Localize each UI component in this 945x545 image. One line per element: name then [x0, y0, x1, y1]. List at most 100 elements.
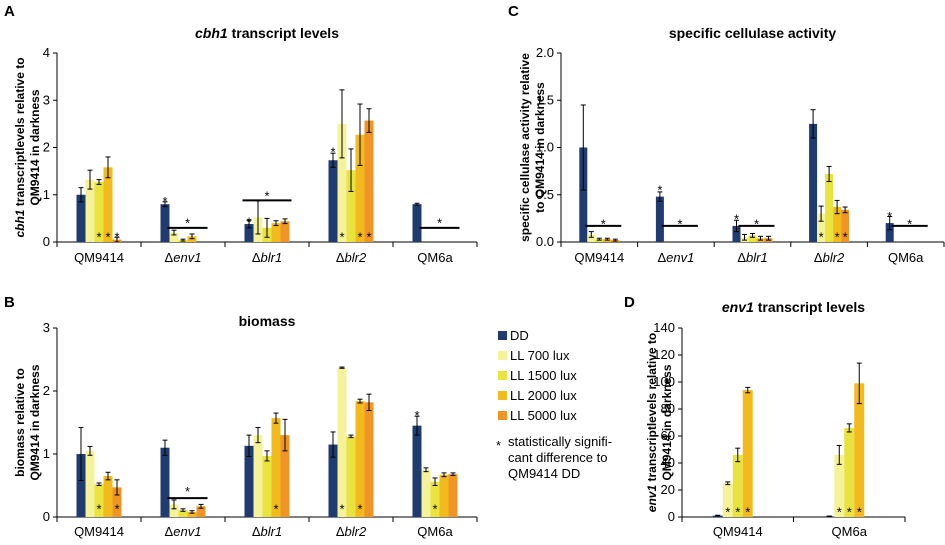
text-span: Δ — [252, 524, 261, 539]
text-span: env1 — [666, 250, 694, 265]
category-label: Δblr2 — [336, 250, 367, 265]
category-label: QM9414 — [713, 524, 763, 539]
y-tick-label: 1 — [43, 446, 50, 461]
text-span: specific cellulase activity — [669, 25, 837, 41]
significance-star: * — [857, 505, 862, 520]
significance-star: * — [96, 501, 101, 516]
text-span: env1 — [722, 299, 754, 315]
bar — [346, 170, 356, 242]
bar — [825, 173, 834, 242]
bar — [112, 487, 122, 517]
significance-star: * — [819, 230, 824, 245]
bar — [271, 418, 281, 517]
bar — [742, 390, 753, 517]
bar — [280, 435, 290, 517]
significance-star: * — [847, 505, 852, 520]
significance-star: * — [366, 230, 371, 245]
text-span: QM9414 — [713, 524, 763, 539]
legend-entry: LL 2000 lux — [510, 388, 577, 403]
legend-swatch — [498, 411, 507, 420]
bar — [103, 476, 113, 517]
text-span: biomass relative to — [13, 368, 27, 477]
text-span: QM6a — [417, 524, 453, 539]
significance-star: * — [357, 501, 362, 516]
bar — [160, 204, 170, 242]
y-tick-label: 2 — [43, 383, 50, 398]
y-tick-label: 1.0 — [536, 140, 554, 155]
bar — [271, 223, 281, 242]
significance-star: * — [725, 505, 730, 520]
text-span: Δ — [165, 524, 174, 539]
bar — [169, 504, 179, 517]
text-span: transcriptlevels relative to — [13, 57, 27, 209]
bar — [834, 454, 845, 517]
bar — [655, 196, 664, 242]
text-span: biomass — [239, 313, 296, 329]
text-span: transcript levels — [754, 299, 865, 315]
chart-title: specific cellulase activity — [669, 25, 837, 41]
category-label: Δblr1 — [737, 250, 767, 265]
text-span: blr1 — [261, 250, 283, 265]
bar — [337, 367, 347, 517]
legend: DD LL 700 lux LL 1500 lux LL 2000 lux LL 500… — [496, 328, 612, 481]
y-tick-label: 40 — [661, 455, 675, 470]
text-span: transcript levels — [228, 25, 339, 41]
y-tick-label: 20 — [661, 482, 675, 497]
significance-star: * — [264, 188, 269, 203]
y-tick-label: 60 — [661, 428, 675, 443]
bar — [244, 224, 254, 242]
chart-title: env1 transcript levels — [722, 299, 865, 315]
bar — [85, 179, 95, 242]
text-span: QM6a — [832, 524, 868, 539]
legend-entry: LL 5000 lux — [510, 408, 577, 423]
legend-note-symbol: * — [496, 438, 501, 453]
chart-title: biomass — [239, 313, 296, 329]
text-span: QM9414 — [574, 250, 624, 265]
text-span: QM6a — [888, 250, 924, 265]
panel-letter: B — [4, 294, 15, 311]
bar — [732, 454, 743, 517]
text-span: QM9414 — [74, 250, 124, 265]
text-span: env1 — [173, 524, 201, 539]
bar — [280, 221, 290, 242]
bar — [76, 194, 86, 242]
bar — [587, 234, 596, 242]
text-span: blr2 — [345, 524, 367, 539]
y-tick-label: 140 — [653, 320, 675, 335]
legend-swatch — [498, 331, 507, 340]
legend-swatch — [498, 351, 507, 360]
text-span: cbh1 — [13, 209, 27, 237]
bar — [328, 444, 338, 517]
significance-star: * — [754, 216, 759, 231]
category-label: QM6a — [417, 250, 453, 265]
significance-star: * — [339, 501, 344, 516]
y-axis-label: env1 transcriptlevels relative to — [645, 333, 659, 512]
text-span: Δ — [737, 250, 746, 265]
category-label: Δblr2 — [814, 250, 845, 265]
category-label: Δblr1 — [252, 250, 282, 265]
text-span: blr1 — [746, 250, 768, 265]
text-span: Δ — [814, 250, 823, 265]
panel-letter: C — [508, 3, 519, 20]
y-tick-label: 2.0 — [536, 45, 554, 60]
bar — [817, 213, 826, 242]
bar — [76, 454, 86, 517]
legend-entry: LL 700 lux — [510, 348, 570, 363]
category-label: QM6a — [417, 524, 453, 539]
category-label: QM9414 — [74, 524, 124, 539]
bar — [85, 450, 95, 517]
bar — [169, 232, 179, 242]
text-span: cbh1 — [195, 25, 228, 41]
category-label: Δenv1 — [165, 524, 202, 539]
significance-star: * — [843, 230, 848, 245]
text-span: Δ — [657, 250, 666, 265]
bar — [854, 383, 865, 517]
legend-note-line: cant difference to — [508, 450, 608, 465]
bar — [337, 123, 347, 242]
text-span: QM9414 in darkness — [28, 364, 42, 480]
bar — [579, 147, 588, 242]
text-span: QM9414 in darkness — [28, 89, 42, 205]
significance-star: * — [273, 501, 278, 516]
